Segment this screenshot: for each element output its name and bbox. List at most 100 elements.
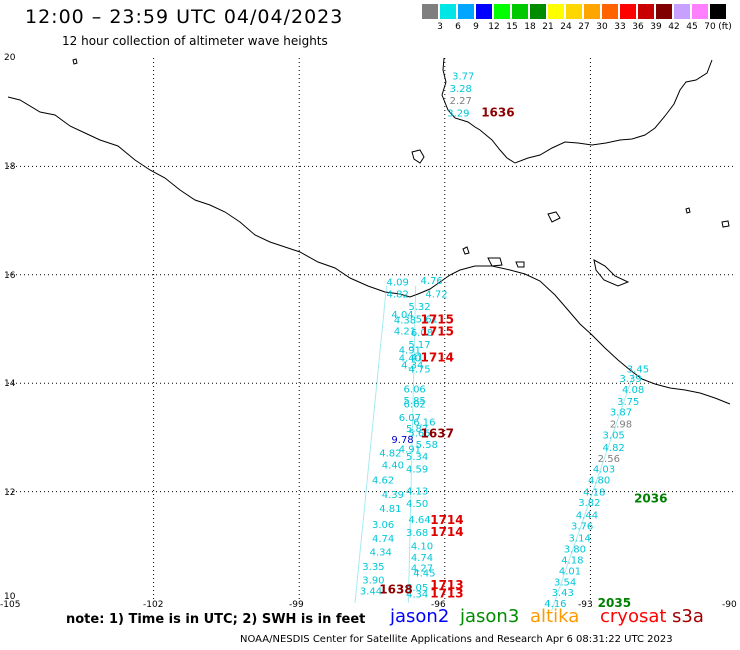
colorbar-tick-label: 42: [668, 22, 680, 32]
wave-height-label: 6.02: [404, 400, 426, 411]
wave-height-label: 5.61: [416, 314, 438, 325]
island-8: [685, 207, 691, 214]
wave-height-label: 3.90: [362, 576, 384, 587]
pass-time-label: 1713: [430, 586, 463, 600]
wave-height-label: 4.82: [603, 443, 625, 454]
satellite-legend-cryosat: cryosat: [600, 606, 667, 627]
pass-time-label: 1715: [421, 325, 454, 339]
latitude-label: 10: [4, 592, 16, 602]
wave-height-label: 9.78: [391, 435, 413, 446]
wave-height-label: 4.38: [394, 316, 416, 327]
wave-height-label: 4.27: [411, 563, 433, 574]
colorbar-swatch: [710, 4, 726, 19]
island-3: [593, 259, 630, 287]
wave-height-label: 4.75: [408, 364, 430, 375]
latitude-label: 14: [4, 379, 16, 389]
wave-height-label: 4.76: [421, 276, 443, 287]
longitude-label: -105: [0, 600, 21, 610]
wave-height-label: 5.58: [416, 440, 438, 451]
wave-height-label: 4.03: [593, 465, 615, 476]
wave-height-label: 5.32: [408, 302, 430, 313]
wave-height-label: 6.16: [413, 417, 435, 428]
wave-height-label: 4.74: [372, 534, 394, 545]
wave-height-label: 4.82: [387, 290, 409, 301]
wave-height-label: 4.40: [382, 460, 404, 471]
wave-height-label: 3.77: [452, 72, 474, 83]
wave-height-label: 4.10: [411, 542, 433, 553]
wave-height-label: 4.18: [561, 556, 583, 567]
colorbar-swatch: [494, 4, 510, 19]
island-2: [547, 211, 561, 223]
wave-height-label: 4.91: [399, 445, 421, 456]
wave-height-label: 4.34: [401, 361, 423, 372]
wave-height-label: 3.06: [372, 520, 394, 531]
wave-height-label: 4.81: [379, 504, 401, 515]
wave-height-label: 3.87: [610, 408, 632, 419]
latitude-label: 18: [4, 162, 16, 172]
colorbar-tick-label: 45: [686, 22, 698, 32]
colorbar-tick-label: 21: [542, 22, 554, 32]
footer-credit: NOAA/NESDIS Center for Satellite Applica…: [240, 634, 673, 645]
wave-height-label: 2.27: [450, 96, 472, 107]
map-subtitle: 12 hour collection of altimeter wave hei…: [62, 34, 328, 48]
wave-height-label: 4.05: [406, 583, 428, 594]
wave-height-label: 4.39: [382, 490, 404, 501]
latitude-label: 20: [4, 53, 16, 63]
longitude-label: -99: [289, 600, 304, 610]
longitude-label: -96: [431, 600, 446, 610]
graticule: [8, 58, 736, 600]
wave-height-label: 6.08: [411, 328, 433, 339]
wave-height-label: 3.75: [617, 397, 639, 408]
observation-labels: 3.773.282.27 3.29 4.09 4.76 4.82 4.725.324.04…: [360, 72, 668, 610]
coastline-gulf: [441, 57, 713, 164]
colorbar-tick-label: 27: [578, 22, 590, 32]
wave-height-label: 3.39: [620, 374, 642, 385]
colorbar-tick-label: 18: [524, 22, 536, 32]
colorbar-tick-label: 24: [560, 22, 572, 32]
wave-height-label: 4.08: [622, 385, 644, 396]
latitude-label: 16: [4, 271, 16, 281]
colorbar-swatch: [692, 4, 708, 19]
pass-time-label: 1715: [421, 313, 454, 327]
colorbar-swatch: [566, 4, 582, 19]
colorbar-tick-label: 3: [437, 22, 443, 32]
colorbar-tick-label: 36: [632, 22, 644, 32]
wave-height-label: 2.56: [598, 454, 620, 465]
map-title: 12:00 – 23:59 UTC 04/04/2023: [25, 6, 344, 28]
wave-height-label: 4.50: [406, 499, 428, 510]
colorbar-tick-label: 12: [488, 22, 500, 32]
wave-height-label: 3.35: [362, 562, 384, 573]
ground-track: [354, 285, 388, 603]
colorbar-tick-label: 15: [506, 22, 518, 32]
wave-height-label: 4.01: [559, 567, 581, 578]
colorbar-tick-label: 6: [455, 22, 461, 32]
colorbar-swatch: [476, 4, 492, 19]
wave-height-label: 3.14: [569, 533, 591, 544]
wave-height-label: 3.68: [406, 528, 428, 539]
wave-height-label: 4.64: [408, 515, 430, 526]
wave-height-label: 4.74: [411, 553, 433, 564]
wave-height-label: 4.21: [394, 326, 416, 337]
colorbar-swatch: [530, 4, 546, 19]
wave-height-label: 4.04: [391, 310, 413, 321]
island-6: [515, 261, 525, 268]
pass-time-label: 1638: [379, 582, 412, 596]
island-5: [462, 246, 470, 255]
ground-track: [551, 372, 635, 612]
wave-height-label: 4.72: [425, 290, 447, 301]
colorbar-swatch: [422, 4, 438, 19]
wave-height-label: 5.87: [406, 424, 428, 435]
wave-height-label: 5.85: [404, 396, 426, 407]
colorbar-swatch: [638, 4, 654, 19]
colorbar-unit-label: (ft): [718, 22, 732, 32]
island-9: [72, 58, 78, 65]
colorbar-tick-label: 30: [596, 22, 608, 32]
longitude-label: -90: [722, 600, 737, 610]
pass-time-label: 2035: [598, 596, 631, 610]
colorbar-tick-label: 9: [473, 22, 479, 32]
wave-height-label: 4.80: [588, 475, 610, 486]
pass-time-label: 1713: [430, 578, 463, 592]
pass-time-label: 1636: [481, 106, 514, 120]
wave-height-label: 5.17: [408, 340, 430, 351]
